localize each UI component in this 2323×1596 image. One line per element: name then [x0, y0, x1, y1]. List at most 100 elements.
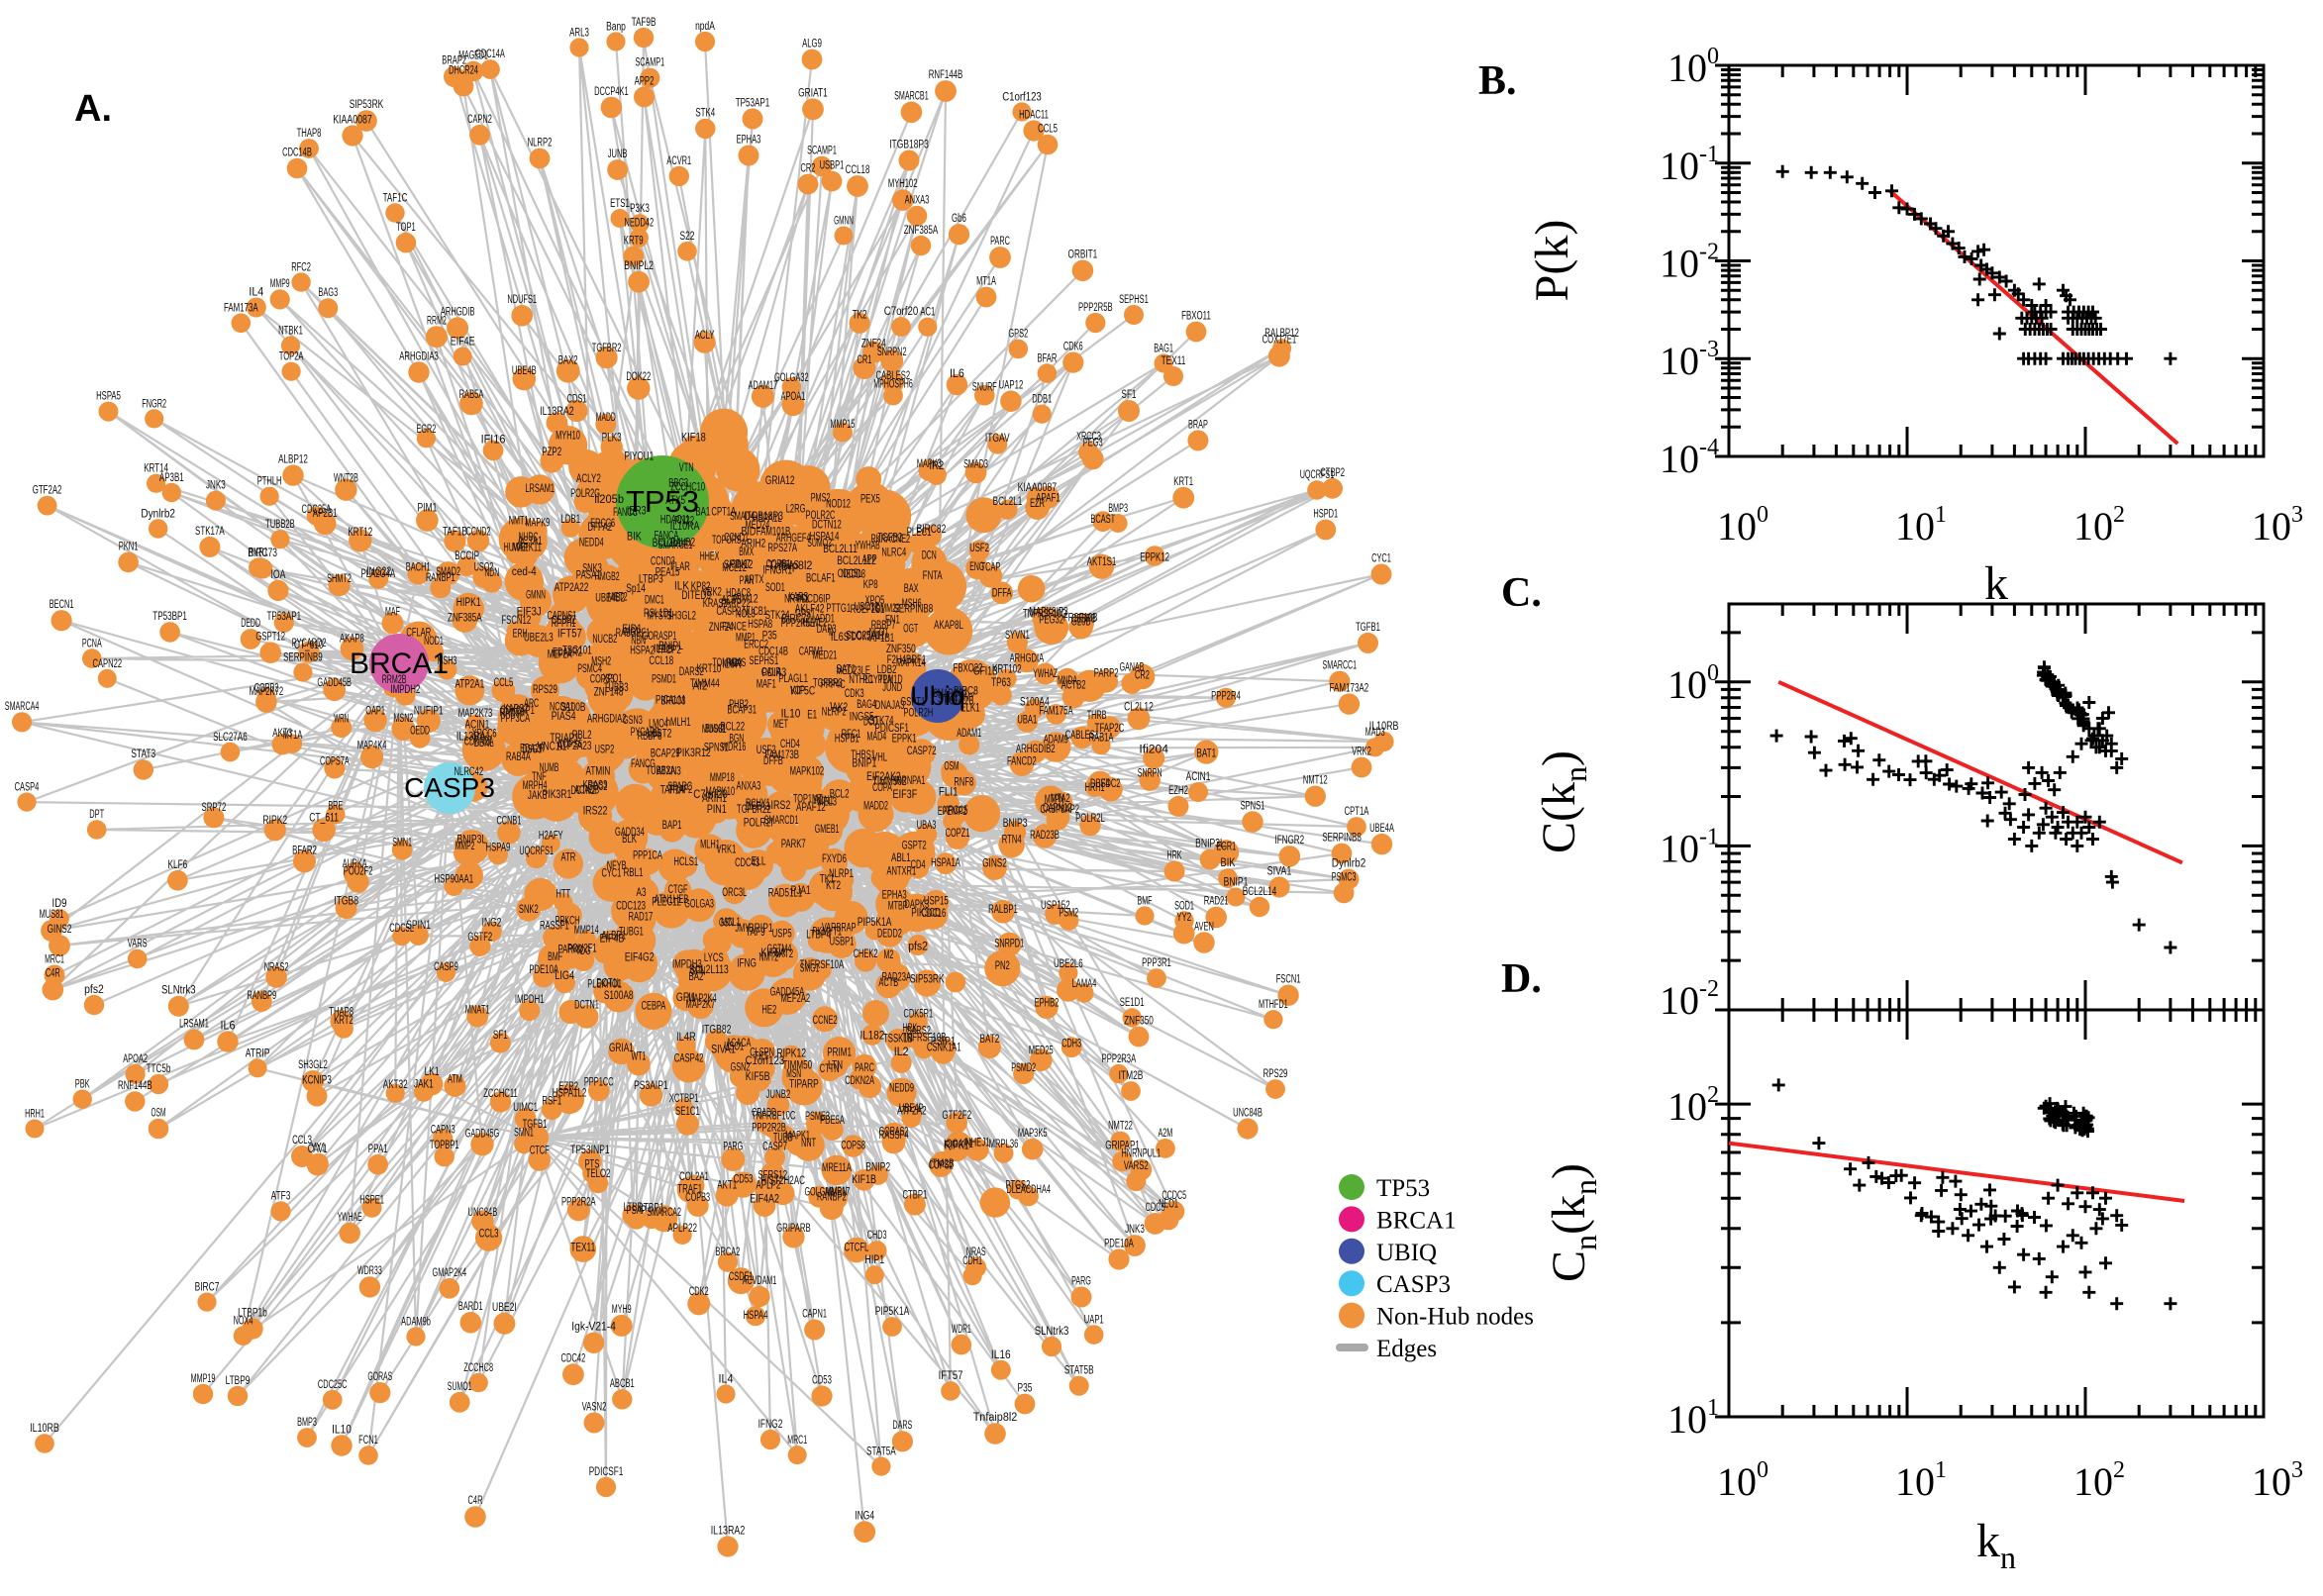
svg-text:SIP53RK: SIP53RK	[910, 973, 945, 985]
svg-text:CASP72: CASP72	[907, 746, 937, 757]
svg-text:TP53INP1: TP53INP1	[570, 1145, 610, 1156]
svg-text:RYR1: RYR1	[249, 547, 268, 558]
svg-text:POLR2B: POLR2B	[945, 695, 974, 707]
svg-text:MMP9: MMP9	[270, 278, 290, 290]
svg-text:IL4R: IL4R	[676, 1032, 696, 1044]
svg-text:PPP4C: PPP4C	[821, 679, 846, 691]
svg-text:BMF: BMF	[548, 951, 562, 963]
svg-text:MRPH4: MRPH4	[523, 780, 548, 792]
svg-text:TP53BP1: TP53BP1	[152, 611, 187, 623]
svg-text:PN2: PN2	[995, 960, 1010, 972]
svg-text:TOP1: TOP1	[396, 222, 416, 234]
svg-text:TAF1C: TAF1C	[383, 192, 408, 204]
svg-text:hMLH1: hMLH1	[666, 717, 691, 729]
svg-text:HSPE1: HSPE1	[359, 1195, 384, 1207]
svg-text:PSMC3: PSMC3	[1332, 872, 1357, 884]
svg-text:CFLAR: CFLAR	[406, 627, 431, 639]
svg-text:AC1: AC1	[920, 307, 935, 319]
svg-text:RKRACNE2: RKRACNE2	[871, 534, 911, 546]
svg-text:INGS5: INGS5	[850, 711, 874, 723]
svg-text:DBF4: DBF4	[1090, 778, 1110, 790]
svg-text:IL182: IL182	[860, 1031, 885, 1043]
svg-text:GRIA1: GRIA1	[609, 1043, 634, 1054]
svg-text:GINS2: GINS2	[982, 857, 1007, 869]
svg-text:TEX11: TEX11	[570, 1243, 595, 1254]
svg-text:VTN: VTN	[679, 462, 694, 474]
svg-text:KRT9: KRT9	[624, 236, 644, 248]
svg-text:JAK2: JAK2	[828, 702, 848, 714]
svg-text:A.: A.	[74, 88, 112, 130]
svg-text:MAF1: MAF1	[757, 679, 776, 691]
svg-text:BCAP29: BCAP29	[651, 748, 680, 759]
svg-text:C1orf123: C1orf123	[1002, 91, 1042, 103]
svg-text:ATP2A22: ATP2A22	[555, 582, 589, 594]
svg-text:GPS2: GPS2	[1008, 329, 1028, 341]
svg-text:CCNE2: CCNE2	[813, 1015, 838, 1027]
svg-text:SMARCA4: SMARCA4	[5, 701, 40, 713]
svg-text:BAP1: BAP1	[662, 820, 682, 832]
svg-text:P35: P35	[762, 630, 777, 642]
svg-text:CDK2AP1: CDK2AP1	[500, 705, 535, 717]
svg-text:BCL2L113: BCL2L113	[689, 964, 729, 976]
svg-text:CDC14B: CDC14B	[758, 646, 788, 657]
svg-text:PSMC4: PSMC4	[577, 663, 602, 675]
svg-text:MED25: MED25	[1029, 1046, 1054, 1057]
svg-text:LTBP1: LTBP1	[640, 1203, 664, 1215]
svg-text:SE1D1: SE1D1	[1120, 997, 1145, 1009]
svg-text:HSPA1L2: HSPA1L2	[553, 1088, 587, 1100]
svg-text:TOMM20: TOMM20	[712, 657, 742, 669]
svg-text:NTHL1: NTHL1	[849, 674, 873, 686]
svg-text:ARHGEF4: ARHGEF4	[776, 533, 811, 545]
svg-text:DCTN1: DCTN1	[574, 999, 599, 1011]
svg-text:KIF5B: KIF5B	[746, 1071, 770, 1083]
svg-text:MAD4: MAD4	[866, 732, 886, 744]
svg-text:PLEC12: PLEC12	[652, 896, 681, 908]
svg-text:GTF2F2: GTF2F2	[942, 1110, 971, 1122]
svg-text:POU2F2: POU2F2	[344, 866, 373, 878]
svg-text:TIMM502: TIMM502	[872, 776, 907, 788]
svg-text:F2H4BRF1: F2H4BRF1	[887, 654, 927, 666]
svg-text:USP2: USP2	[595, 745, 615, 756]
svg-text:UBE2L3: UBE2L3	[524, 632, 554, 644]
svg-text:PPP2R2B: PPP2R2B	[752, 1122, 786, 1134]
svg-text:PBK: PBK	[75, 1078, 90, 1090]
svg-text:EPHA3: EPHA3	[882, 889, 907, 901]
svg-text:JUND: JUND	[882, 682, 902, 694]
svg-text:BA2: BA2	[689, 971, 704, 983]
svg-text:MMP18: MMP18	[710, 772, 735, 784]
svg-text:BCL2L112: BCL2L112	[837, 555, 876, 567]
svg-text:MAPK14: MAPK14	[896, 657, 926, 669]
svg-text:SAT1: SAT1	[836, 664, 856, 676]
svg-text:DPT: DPT	[89, 809, 104, 821]
svg-text:RANBP1: RANBP1	[426, 572, 455, 584]
svg-text:JAK1: JAK1	[414, 1079, 434, 1091]
svg-text:VARS2: VARS2	[1124, 1160, 1149, 1172]
svg-text:SMARCD1: SMARCD1	[764, 815, 799, 827]
svg-text:RNF8: RNF8	[954, 777, 973, 789]
svg-text:CDK7: CDK7	[731, 559, 751, 571]
svg-text:L2RG: L2RG	[786, 504, 806, 516]
svg-text:MEL3: MEL3	[817, 797, 837, 809]
svg-text:BNIP1: BNIP1	[1224, 877, 1249, 889]
svg-text:PICALM: PICALM	[656, 695, 685, 707]
svg-text:IL4: IL4	[249, 287, 263, 299]
svg-text:RSF1: RSF1	[542, 1096, 561, 1108]
svg-text:GSTM4: GSTM4	[767, 944, 792, 955]
svg-text:DBNL: DBNL	[474, 738, 494, 749]
svg-text:MED24: MED24	[746, 520, 770, 532]
svg-text:TP53AP1: TP53AP1	[267, 611, 302, 623]
svg-text:VHL: VHL	[872, 751, 887, 763]
svg-text:IFNGR1: IFNGR1	[762, 565, 792, 577]
svg-text:KRT102: KRT102	[992, 663, 1022, 675]
svg-text:CR1: CR1	[857, 354, 871, 366]
svg-text:USF2: USF2	[757, 745, 776, 756]
svg-text:STAT5B: STAT5B	[1064, 1365, 1094, 1377]
svg-text:PYCARD2: PYCARD2	[292, 638, 327, 649]
svg-text:DCTN2: DCTN2	[570, 785, 595, 797]
svg-text:MRE11A: MRE11A	[822, 1162, 852, 1174]
svg-text:PDE5A: PDE5A	[820, 1115, 845, 1127]
svg-text:BECN1: BECN1	[50, 599, 74, 611]
svg-text:DOK22: DOK22	[626, 371, 651, 383]
svg-text:RBBP7: RBBP7	[871, 620, 896, 632]
svg-text:DCN: DCN	[922, 549, 937, 561]
